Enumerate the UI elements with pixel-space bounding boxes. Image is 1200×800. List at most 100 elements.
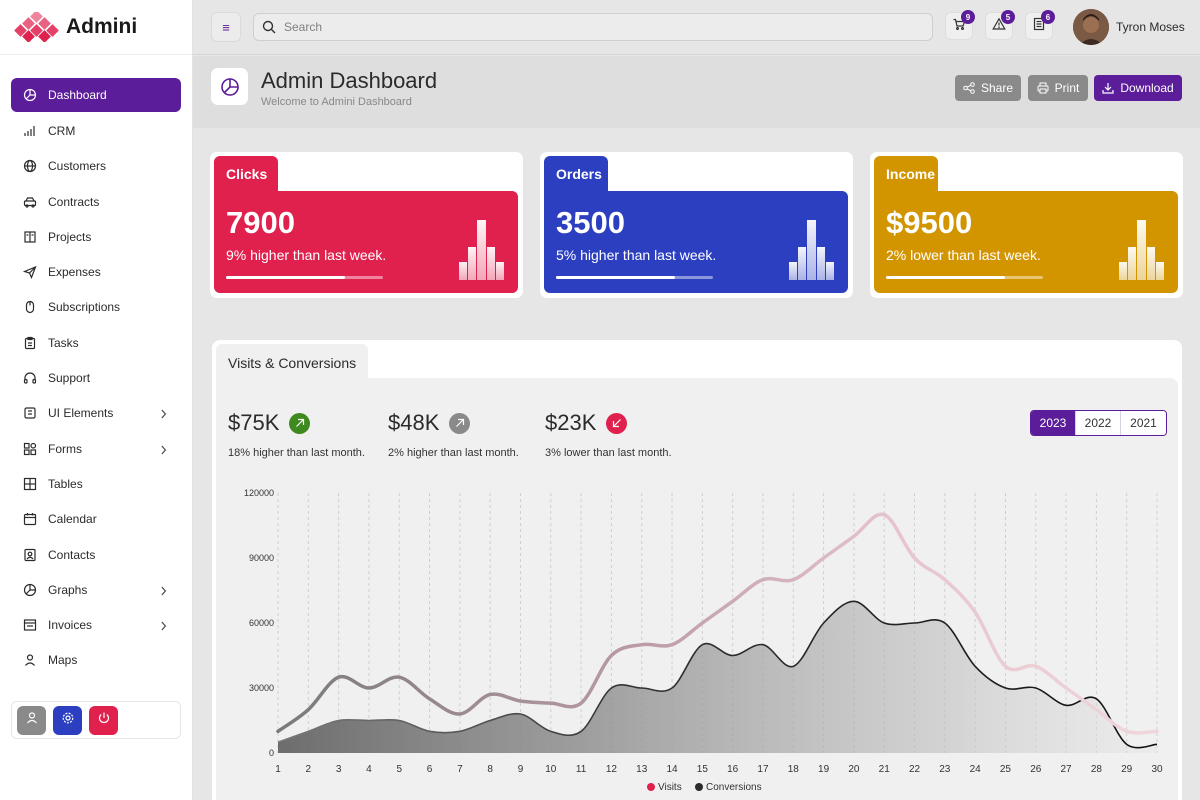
x-tick-label: 1 xyxy=(275,764,281,775)
legend-conversions-marker xyxy=(695,783,703,791)
search-input[interactable] xyxy=(284,20,884,34)
kpi-mini-chart xyxy=(1119,220,1165,280)
hamburger-icon: ≡ xyxy=(222,19,230,35)
sidebar-item-forms[interactable]: Forms xyxy=(11,431,181,466)
sidebar-item-label: Graphs xyxy=(48,582,88,597)
stat-value: $48K xyxy=(388,410,440,435)
gear-button[interactable] xyxy=(53,705,82,735)
legend-conversions-label: Conversions xyxy=(706,782,762,793)
sidebar-item-label: Customers xyxy=(48,159,107,174)
chart-tab[interactable]: Visits & Conversions xyxy=(216,344,369,380)
alert-button[interactable]: 5 xyxy=(985,10,1015,40)
print-button[interactable]: Print xyxy=(1028,75,1088,101)
share-icon xyxy=(963,82,975,94)
sidebar-item-customers[interactable]: Customers xyxy=(11,149,181,184)
headphones-icon xyxy=(23,371,37,385)
avatar[interactable] xyxy=(1073,9,1109,45)
kpi-mini-chart xyxy=(789,220,835,280)
x-tick-label: 9 xyxy=(518,764,524,775)
calendar-icon xyxy=(23,512,37,526)
power-button[interactable] xyxy=(89,705,118,735)
sidebar-item-label: Tables xyxy=(48,476,83,491)
sidebar-item-crm[interactable]: CRM xyxy=(11,113,181,148)
sidebar-item-label: Projects xyxy=(48,229,92,244)
chevron-right-icon[interactable] xyxy=(159,620,169,631)
kpi-mini-bar xyxy=(1128,247,1137,280)
kpi-mini-bar xyxy=(495,262,505,280)
page-title: Admin Dashboard xyxy=(261,68,438,93)
box-icon xyxy=(23,406,37,420)
x-tick-label: 26 xyxy=(1030,764,1042,775)
stat-block: $48K 2% higher than last month. xyxy=(388,410,519,459)
stat-value: $75K xyxy=(228,410,280,435)
kpi-mini-chart xyxy=(459,220,505,280)
year-selector: 2023 2022 2021 xyxy=(1030,410,1167,436)
chevron-right-icon[interactable] xyxy=(159,408,169,419)
chart-panel: $75K 18% higher than last month. $48K 2% … xyxy=(216,378,1178,800)
sidebar-item-support[interactable]: Support xyxy=(11,360,181,395)
logo-icon xyxy=(14,12,59,42)
x-tick-label: 2 xyxy=(306,764,312,775)
pie-chart-icon xyxy=(23,583,37,597)
sidebar-item-expenses[interactable]: Expenses xyxy=(11,254,181,289)
sidebar-item-graphs[interactable]: Graphs xyxy=(11,572,181,607)
y-tick-label: 60000 xyxy=(249,618,274,628)
search-box xyxy=(253,13,933,41)
cart-button[interactable]: 9 xyxy=(945,10,975,40)
kpi-mini-bar xyxy=(459,262,468,280)
kpi-label: Orders xyxy=(544,156,608,194)
download-button[interactable]: Download xyxy=(1094,75,1182,101)
x-tick-label: 16 xyxy=(727,764,739,775)
topbar: ≡ 9 5 6 Tyron Moses xyxy=(193,0,1200,55)
sidebar-item-tables[interactable]: Tables xyxy=(11,466,181,501)
share-button[interactable]: Share xyxy=(955,75,1021,101)
sidebar-item-label: Subscriptions xyxy=(48,300,121,315)
x-tick-label: 19 xyxy=(818,764,830,775)
sidebar-item-subscriptions[interactable]: Subscriptions xyxy=(11,290,181,325)
clipboard-icon xyxy=(23,336,37,350)
contacts-icon xyxy=(23,548,37,562)
year-button-2022[interactable]: 2022 xyxy=(1076,411,1121,435)
user-button[interactable] xyxy=(17,705,46,735)
sidebar-item-maps[interactable]: Maps xyxy=(11,643,181,678)
sidebar-item-ui-elements[interactable]: UI Elements xyxy=(11,396,181,431)
sidebar-item-projects[interactable]: Projects xyxy=(11,219,181,254)
notification-badge: 9 xyxy=(961,10,975,24)
x-tick-label: 23 xyxy=(939,764,951,775)
logo[interactable]: Admini xyxy=(0,0,192,55)
sidebar-item-dashboard[interactable]: Dashboard xyxy=(11,78,181,112)
user-name[interactable]: Tyron Moses xyxy=(1116,20,1185,34)
sidebar-item-contracts[interactable]: Contracts xyxy=(11,184,181,219)
app-name: Admini xyxy=(66,15,138,38)
power-icon xyxy=(97,711,111,730)
document-button[interactable]: 6 xyxy=(1025,10,1055,40)
chevron-right-icon[interactable] xyxy=(159,444,169,454)
kpi-card-income: Income $9500 2% lower than last week. xyxy=(870,152,1183,298)
x-tick-label: 15 xyxy=(697,764,709,775)
sidebar-item-tasks[interactable]: Tasks xyxy=(11,325,181,360)
kpi-mini-bar xyxy=(468,247,477,280)
kpi-label: Clicks xyxy=(214,156,278,194)
sidebar-item-label: Maps xyxy=(48,653,78,668)
sidebar: Admini Dashboard CRM Customers Contracts… xyxy=(0,0,193,800)
sidebar-nav: Dashboard CRM Customers Contracts Projec… xyxy=(11,78,181,678)
year-button-2021[interactable]: 2021 xyxy=(1121,411,1166,435)
kpi-progress-bar xyxy=(226,276,383,279)
sidebar-item-invoices[interactable]: Invoices xyxy=(11,607,181,642)
sidebar-item-contacts[interactable]: Contacts xyxy=(11,537,181,572)
conversions-area xyxy=(278,601,1157,753)
globe-icon xyxy=(23,159,37,173)
x-tick-label: 8 xyxy=(487,764,493,775)
sidebar-item-calendar[interactable]: Calendar xyxy=(11,502,181,537)
menu-toggle-button[interactable]: ≡ xyxy=(211,12,241,42)
sidebar-item-label: Contacts xyxy=(48,547,96,562)
sidebar-item-label: CRM xyxy=(48,123,76,138)
y-tick-label: 120000 xyxy=(244,488,274,498)
user-icon xyxy=(25,711,39,730)
x-tick-label: 29 xyxy=(1121,764,1133,775)
year-button-2023[interactable]: 2023 xyxy=(1031,411,1076,435)
table-icon xyxy=(23,477,37,491)
chevron-right-icon[interactable] xyxy=(159,585,169,596)
stat-value: $23K xyxy=(545,410,597,435)
